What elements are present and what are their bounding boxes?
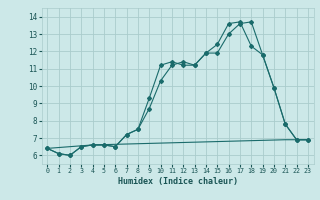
- X-axis label: Humidex (Indice chaleur): Humidex (Indice chaleur): [118, 177, 237, 186]
